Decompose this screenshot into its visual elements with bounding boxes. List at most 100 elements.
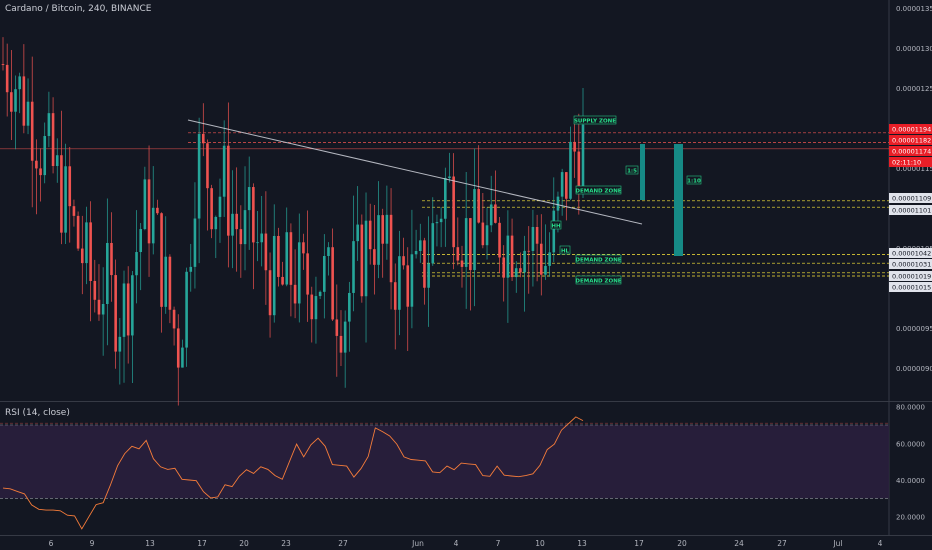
- candle-body: [185, 271, 188, 348]
- candle-body: [139, 229, 142, 253]
- candle-body: [156, 207, 159, 214]
- candle-body: [452, 176, 455, 248]
- candle-body: [297, 242, 301, 304]
- rsi-band: [0, 425, 889, 499]
- candle-body: [356, 224, 359, 242]
- candle-body: [106, 242, 109, 305]
- candle-body: [544, 265, 547, 275]
- candle-body: [314, 296, 318, 320]
- candle-body: [197, 133, 201, 219]
- candle-body: [510, 235, 514, 278]
- annotation-label: HH: [551, 224, 561, 230]
- candle-body: [427, 263, 430, 288]
- candle-body: [293, 284, 297, 304]
- candle-body: [110, 242, 113, 276]
- candle-body: [523, 250, 526, 273]
- candle-body: [318, 291, 322, 297]
- candle-body: [343, 321, 347, 353]
- price-label-text: 0.00001101: [892, 207, 931, 215]
- candle-body: [556, 196, 560, 211]
- annotation-label: DEMAND ZONE: [575, 258, 621, 264]
- candle-body: [418, 240, 422, 251]
- candle-body: [327, 247, 330, 257]
- candle-body: [539, 243, 543, 275]
- candle-body: [431, 223, 435, 264]
- candle-body: [35, 160, 38, 169]
- time-tick-label: 7: [496, 539, 501, 548]
- price-label-text: 0.00001174: [892, 148, 931, 156]
- time-tick-label: 24: [734, 539, 744, 548]
- candle-body: [181, 347, 184, 368]
- price-label-text: 0.00001182: [892, 137, 931, 145]
- candle-body: [93, 280, 97, 300]
- candle-body: [368, 220, 372, 250]
- time-tick-label: 10: [535, 539, 545, 548]
- candle-body: [360, 224, 364, 297]
- candle-body: [43, 136, 47, 176]
- annotation-label: 1:10: [687, 179, 701, 185]
- price-label-box: [889, 135, 932, 145]
- candle-body: [55, 155, 59, 167]
- candle-body: [131, 275, 134, 336]
- candle-body: [302, 242, 305, 254]
- candle-body: [485, 225, 489, 246]
- candle-body: [72, 206, 76, 216]
- candle-body: [506, 235, 510, 278]
- time-tick-label: 17: [197, 539, 207, 548]
- candle-body: [231, 213, 234, 236]
- candle-body: [189, 266, 193, 272]
- candle-body: [101, 304, 105, 315]
- price-label-box: [889, 124, 932, 134]
- candle-body: [535, 227, 539, 244]
- annotation-box: [559, 245, 571, 255]
- price-label-text: 02:11:10: [892, 159, 921, 167]
- candle-body: [80, 248, 84, 264]
- candle-body: [398, 256, 401, 310]
- candle-body: [135, 252, 138, 276]
- price-label-box: [889, 282, 932, 292]
- candle-body: [260, 233, 264, 243]
- rsi-tick-label: 40.0000: [896, 477, 925, 485]
- time-tick-label: 20: [239, 539, 249, 548]
- time-tick-label: 4: [878, 539, 883, 548]
- candle-body: [464, 218, 468, 267]
- time-tick-label: 23: [281, 539, 291, 548]
- target-bar: [674, 144, 683, 256]
- candle-body: [456, 247, 460, 261]
- candle-body: [339, 335, 343, 353]
- candle-body: [218, 196, 222, 217]
- candle-body: [206, 143, 209, 189]
- price-label-box: [889, 146, 932, 156]
- rsi-title: RSI (14, close): [5, 408, 70, 418]
- annotation-box: [625, 165, 639, 175]
- candle-body: [272, 235, 276, 316]
- candle-body: [68, 166, 72, 207]
- price-label-text: 0.00001042: [892, 250, 931, 258]
- candle-body: [410, 254, 414, 307]
- candle-body: [385, 214, 389, 244]
- candle-body: [548, 252, 551, 266]
- candle-body: [477, 189, 480, 223]
- price-label-box: [889, 271, 932, 281]
- candle-body: [118, 336, 122, 352]
- annotation-label: 1:5: [627, 169, 637, 175]
- candle-body: [489, 204, 493, 226]
- candle-body: [331, 247, 334, 320]
- time-tick-label: 27: [338, 539, 348, 548]
- candle-body: [26, 101, 30, 126]
- candle-body: [64, 166, 67, 233]
- candle-body: [151, 207, 155, 244]
- annotation-box: [686, 175, 702, 185]
- candle-body: [97, 299, 101, 315]
- candle-body: [243, 210, 247, 245]
- price-label-text: 0.00001031: [892, 261, 931, 269]
- rsi-chart: [0, 416, 889, 530]
- candle-body: [39, 168, 42, 176]
- candle-body: [172, 309, 176, 329]
- candle-body: [460, 260, 464, 267]
- candle-body: [114, 275, 117, 352]
